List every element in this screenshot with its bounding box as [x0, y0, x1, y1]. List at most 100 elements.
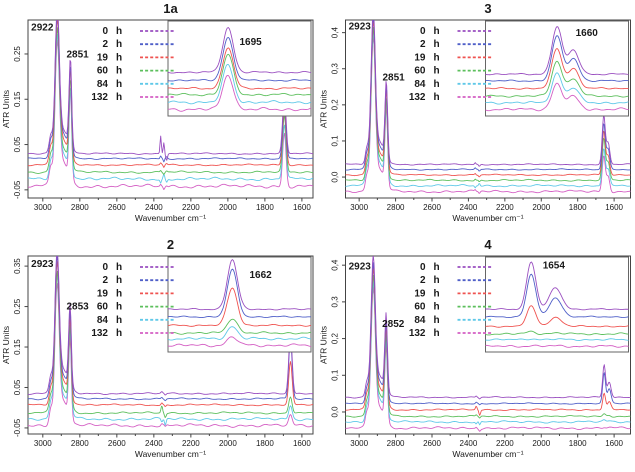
y-tick-label: 0.05 — [13, 136, 22, 152]
y-tick-label: 0,2 — [331, 332, 340, 344]
legend-unit-label: h — [434, 262, 440, 273]
y-tick-label: 0.25 — [13, 298, 22, 314]
inset-trace-0h — [485, 261, 629, 311]
y-tick-label: 0,1 — [331, 135, 340, 147]
x-tick-label: 2600 — [108, 439, 126, 448]
inset-trace-19h — [485, 305, 629, 328]
x-tick-label: 2000 — [219, 439, 237, 448]
panel-3: 3 3000 2800 2600 2400 2200 2000 1800 1600Wavenum… — [319, 1, 631, 223]
legend-time-label: 60 — [414, 302, 426, 313]
x-tick-label: 2000 — [532, 439, 550, 448]
legend-unit-label: h — [116, 66, 122, 77]
x-tick-label: 2400 — [145, 439, 163, 448]
spectra-traces — [28, 20, 313, 191]
inset-trace-60h — [485, 60, 629, 98]
spectrum-trace-132h — [345, 35, 631, 194]
legend-unit-label: h — [116, 26, 122, 37]
inset-trace-2h — [168, 268, 311, 319]
peak-label: 2922 — [31, 22, 54, 33]
legend-time-label: 19 — [414, 52, 426, 63]
spectrum-trace-84h — [28, 33, 313, 184]
legend-unit-label: h — [434, 302, 440, 313]
legend-unit-label: h — [116, 275, 122, 286]
spectrum-trace-19h — [28, 20, 313, 168]
legend-unit-label: h — [434, 39, 440, 50]
legend-time-label: 2 — [102, 275, 108, 286]
x-tick-label: 2400 — [460, 203, 478, 212]
inset-peak-label: 1660 — [576, 28, 599, 39]
x-tick-label: 2800 — [387, 203, 405, 212]
spectrum-trace-132h — [28, 283, 313, 428]
spectra-traces — [345, 256, 631, 432]
inset-trace-84h — [485, 338, 629, 341]
x-tick-label: 2600 — [423, 439, 441, 448]
spectrum-trace-84h — [28, 274, 313, 426]
inset-traces — [485, 26, 629, 112]
panel-title: 3 — [484, 1, 491, 16]
x-tick-label: 2800 — [71, 439, 89, 448]
y-axis: 0,0 0,1 0,2 0,3 0,4 ATR Units — [319, 27, 346, 183]
x-tick-label: 1600 — [605, 203, 623, 212]
legend-time-label: 19 — [97, 52, 109, 63]
inset-frame — [485, 20, 629, 117]
peak-label: 2923 — [349, 262, 372, 273]
spectrum-trace-19h — [345, 20, 631, 178]
legend-time-label: 0 — [102, 262, 108, 273]
panel-title: 2 — [167, 237, 174, 252]
legend-time-label: 0 — [102, 26, 108, 37]
x-axis: 3000 2800 2600 2400 2200 2000 1800 1600 Wavenumb… — [350, 198, 624, 223]
legend-unit-label: h — [434, 66, 440, 77]
x-tick-label: 1600 — [293, 203, 311, 212]
legend-unit-label: h — [116, 39, 122, 50]
inset-trace-84h — [485, 72, 629, 105]
spectrum-trace-0h — [345, 256, 631, 400]
y-tick-label: 0.25 — [13, 46, 22, 62]
x-tick-label: 1800 — [256, 203, 274, 212]
peak-label: 2851 — [66, 50, 89, 61]
legend-unit-label: h — [116, 302, 122, 313]
legend-unit-label: h — [116, 52, 122, 63]
legend-unit-label: h — [434, 315, 440, 326]
legend-unit-label: h — [116, 92, 122, 103]
inset-trace-132h — [485, 82, 629, 112]
y-tick-label: 0,4 — [331, 27, 340, 39]
peak-label: 2923 — [349, 22, 372, 33]
panel-title: 1a — [163, 1, 178, 16]
x-tick-label: 2400 — [460, 439, 478, 448]
legend-time-label: 19 — [97, 288, 109, 299]
x-tick-label: 2800 — [71, 203, 89, 212]
inset-trace-0h — [168, 259, 311, 311]
x-axis: 3000 2800 2600 2400 2200 2000 1800 1600 Wavenumb… — [34, 434, 311, 459]
x-axis-label: Wavenumber cm⁻¹ — [135, 213, 206, 223]
inset-trace-19h — [168, 287, 311, 327]
inset-frame — [485, 256, 629, 353]
spectrum-trace-2h — [345, 262, 631, 406]
spectrum-trace-60h — [345, 274, 631, 419]
x-axis: 3000 2800 2600 2400 2200 2000 1800 1600 Wavenumb… — [34, 198, 311, 223]
x-tick-label: 1800 — [256, 439, 274, 448]
inset-trace-19h — [168, 47, 311, 90]
legend-unit-label: h — [116, 315, 122, 326]
spectrum-trace-132h — [345, 286, 631, 432]
spectrum-trace-84h — [345, 281, 631, 426]
y-tick-label: 0,4 — [331, 259, 340, 271]
peak-label: 2853 — [66, 301, 89, 312]
legend-time-label: 19 — [414, 288, 426, 299]
legend-time-label: 60 — [97, 66, 109, 77]
spectrum-trace-2h — [28, 20, 313, 163]
inset-trace-132h — [168, 336, 311, 348]
legend-unit-label: h — [434, 79, 440, 90]
legend-time-label: 2 — [102, 39, 108, 50]
legend-time-label: 60 — [414, 66, 426, 77]
inset-trace-84h — [168, 64, 311, 105]
spectrum-trace-0h — [28, 20, 313, 161]
legend-time-label: 84 — [414, 315, 426, 326]
inset-trace-132h — [485, 344, 629, 348]
panel-title: 4 — [484, 237, 492, 252]
